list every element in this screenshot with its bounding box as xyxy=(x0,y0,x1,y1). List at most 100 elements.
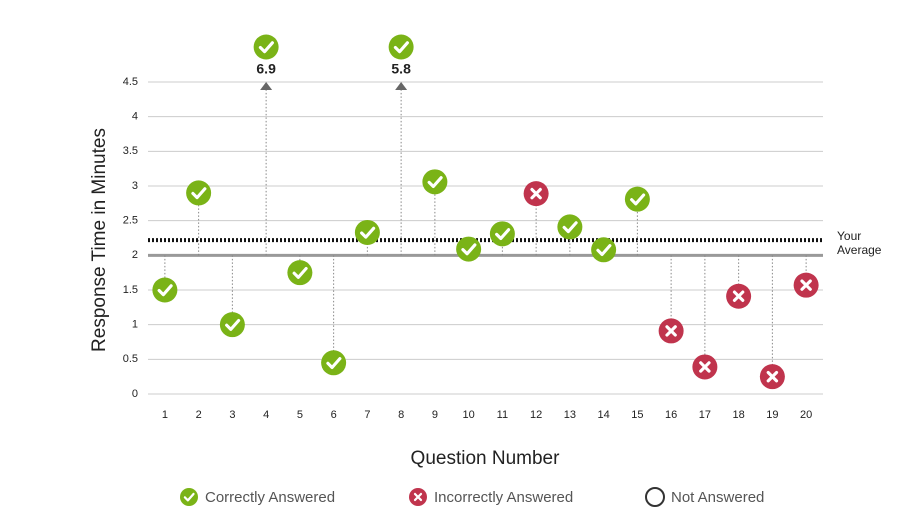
marker xyxy=(557,214,583,240)
y-tick-label: 4.5 xyxy=(123,76,138,88)
check-glyph xyxy=(360,226,376,239)
marker xyxy=(388,34,414,60)
data-point xyxy=(624,186,650,256)
check-glyph xyxy=(292,266,308,279)
check-glyph xyxy=(258,41,274,54)
check-glyph xyxy=(225,318,241,331)
x-tick-label: 6 xyxy=(331,409,337,421)
cross-glyph xyxy=(732,290,745,302)
data-point xyxy=(186,180,212,256)
x-tick-label: 15 xyxy=(631,409,643,421)
marker xyxy=(489,221,515,247)
check-glyph xyxy=(461,243,477,256)
overflow-arrow xyxy=(260,82,273,90)
x-tick-label: 8 xyxy=(398,409,404,421)
y-tick-label: 3 xyxy=(132,180,138,192)
x-tick-label: 7 xyxy=(364,409,370,421)
marker xyxy=(354,219,380,245)
check-glyph xyxy=(393,41,409,54)
y-tick-label: 2.5 xyxy=(123,215,138,227)
y-tick-label: 1 xyxy=(132,319,138,331)
y-tick-label: 3.5 xyxy=(123,145,138,157)
check-glyph xyxy=(427,176,443,189)
data-point xyxy=(726,255,752,309)
check-glyph xyxy=(562,221,578,234)
marker xyxy=(186,180,212,206)
y-tick-label: 4 xyxy=(132,111,138,123)
x-tick-label: 4 xyxy=(263,409,269,421)
x-tick-label: 16 xyxy=(665,409,677,421)
y-tick-label: 2 xyxy=(132,249,138,261)
check-glyph xyxy=(183,492,195,502)
marker xyxy=(422,169,448,195)
check-glyph xyxy=(157,284,173,297)
overflow-arrow xyxy=(395,82,408,90)
data-point xyxy=(287,255,313,286)
data-point xyxy=(456,236,482,262)
data-point xyxy=(219,255,245,338)
cross-glyph xyxy=(665,325,677,337)
cross-glyph xyxy=(766,370,779,383)
x-axis-title: Question Number xyxy=(411,448,561,469)
x-tick-label: 11 xyxy=(497,409,508,421)
marker xyxy=(287,260,313,286)
y-tick-label: 1.5 xyxy=(123,284,138,296)
legend-label: Incorrectly Answered xyxy=(434,489,573,506)
legend-item: Incorrectly Answered xyxy=(409,488,573,506)
legend-item: Correctly Answered xyxy=(180,488,335,506)
x-tick-label: 18 xyxy=(733,409,745,421)
data-point xyxy=(557,214,583,256)
data-point xyxy=(658,255,684,344)
data-point xyxy=(489,221,515,256)
y-tick-label: 0.5 xyxy=(123,353,138,365)
y-tick-label: 0 xyxy=(132,388,138,400)
value-label: 5.8 xyxy=(391,61,411,77)
data-point xyxy=(523,181,549,256)
x-tick-label: 13 xyxy=(564,409,576,421)
x-tick-label: 3 xyxy=(229,409,235,421)
marker xyxy=(624,186,650,212)
check-glyph xyxy=(630,193,646,206)
marker xyxy=(180,488,198,506)
data-point xyxy=(152,255,178,303)
marker xyxy=(253,34,279,60)
cross-glyph xyxy=(699,361,711,373)
marker xyxy=(321,350,347,376)
value-label: 6.9 xyxy=(256,61,276,77)
cross-glyph xyxy=(413,492,423,502)
legend-item: Not Answered xyxy=(645,487,764,507)
data-point xyxy=(759,255,785,390)
x-tick-label: 1 xyxy=(162,409,168,421)
data-point xyxy=(321,255,347,376)
average-label: Your Average xyxy=(837,229,882,257)
x-tick-label: 5 xyxy=(297,409,303,421)
x-tick-label: 17 xyxy=(699,409,711,421)
y-axis-title: Response Time in Minutes xyxy=(89,128,110,352)
x-tick-label: 14 xyxy=(598,409,610,421)
check-glyph xyxy=(191,187,207,200)
check-glyph xyxy=(326,357,342,370)
x-tick-label: 10 xyxy=(463,409,475,421)
marker xyxy=(219,312,245,338)
marker xyxy=(645,487,665,507)
legend-label: Not Answered xyxy=(671,489,764,506)
cross-glyph xyxy=(530,187,542,200)
marker xyxy=(591,237,617,263)
data-point: 5.8 xyxy=(388,34,414,256)
data-point xyxy=(591,237,617,263)
legend-label: Correctly Answered xyxy=(205,489,335,506)
x-tick-label: 20 xyxy=(800,409,812,421)
data-point: 6.9 xyxy=(253,34,279,256)
cross-glyph xyxy=(800,279,812,291)
marker xyxy=(152,277,178,303)
x-tick-label: 9 xyxy=(432,409,438,421)
check-glyph xyxy=(596,244,612,257)
data-point xyxy=(793,255,819,298)
x-tick-label: 12 xyxy=(530,409,542,421)
data-point xyxy=(354,219,380,256)
data-point xyxy=(422,169,448,256)
marker xyxy=(456,236,482,262)
check-glyph xyxy=(495,228,511,241)
